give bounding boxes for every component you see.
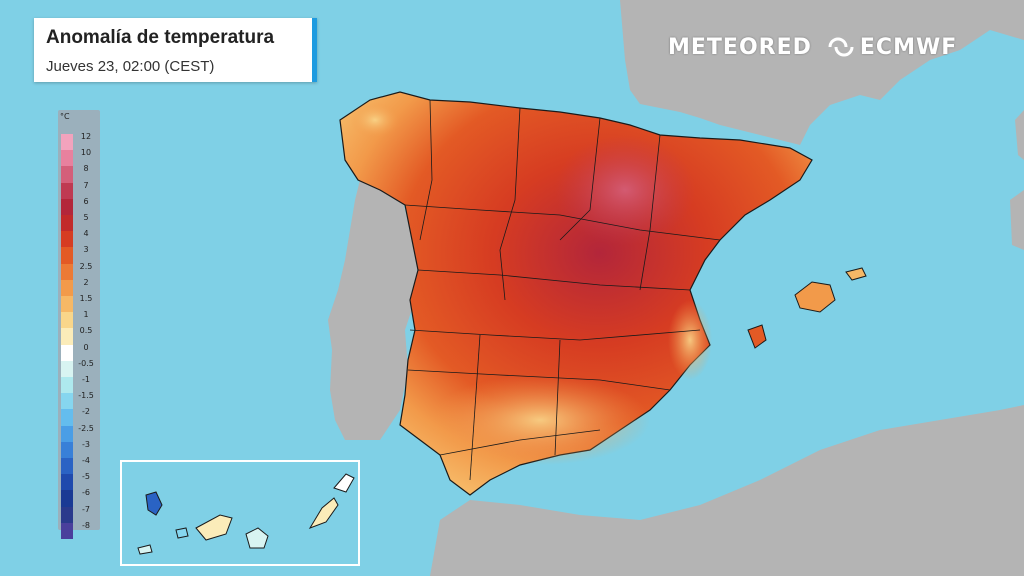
legend-label: -7 — [82, 504, 90, 514]
legend-swatch — [61, 425, 73, 442]
ecmwf-logo-text: ECMWF — [859, 34, 958, 60]
warm-east — [668, 300, 712, 380]
fuerteventura-island — [308, 497, 339, 529]
legend-label: -0.5 — [78, 358, 94, 368]
legend-label: 12 — [80, 132, 92, 141]
legend-swatch — [61, 344, 73, 361]
legend-label: 5 — [83, 213, 89, 222]
legend-label: 1.5 — [79, 294, 93, 303]
title-box: Anomalía de temperatura Jueves 23, 02:00… — [34, 18, 317, 82]
legend-label: -3 — [82, 439, 90, 449]
legend-swatch — [61, 247, 73, 264]
legend-label: -2.5 — [78, 423, 94, 433]
legend-swatch — [61, 506, 73, 523]
legend-swatch — [61, 490, 73, 507]
legend-swatch — [61, 377, 73, 394]
legend-label: 7 — [83, 180, 89, 190]
la-palma-island — [145, 491, 163, 516]
legend-label: 8 — [83, 164, 89, 174]
france-land — [620, 0, 1024, 145]
legend-swatch — [61, 393, 73, 410]
warm-galicia — [350, 102, 400, 138]
gran-canaria-island — [245, 527, 269, 549]
legend-label: -6 — [82, 488, 90, 498]
legend-swatch — [61, 296, 73, 313]
canary-inset-frame — [120, 460, 360, 566]
map-subtitle: Jueves 23, 02:00 (CEST) — [46, 58, 215, 75]
corsica-land — [1015, 110, 1024, 160]
sardinia-land — [1010, 190, 1024, 250]
warm-south — [430, 375, 650, 465]
map-title: Anomalía de temperatura — [46, 27, 275, 48]
legend-swatch — [61, 166, 73, 183]
legend-swatch — [61, 328, 73, 345]
legend-swatch — [61, 182, 73, 199]
mallorca-anomaly — [794, 281, 836, 313]
legend-swatch — [61, 263, 73, 280]
lanzarote-island — [333, 473, 355, 493]
legend-label: 2.5 — [79, 261, 93, 271]
legend-swatch — [61, 522, 73, 539]
la-gomera-island — [175, 527, 189, 539]
legend-swatch — [61, 474, 73, 491]
legend-swatch — [61, 198, 73, 215]
legend-label: -8 — [82, 520, 90, 530]
ibiza-anomaly — [747, 324, 767, 349]
legend-label: -1 — [82, 375, 90, 384]
tenerife-island — [195, 514, 233, 541]
legend-swatch — [61, 360, 73, 377]
legend-swatch — [61, 441, 73, 458]
menorca-anomaly — [845, 267, 867, 281]
legend-unit: °C — [60, 112, 70, 121]
legend-label: 0.5 — [79, 326, 93, 336]
legend-label: -1.5 — [78, 391, 94, 401]
legend-label: 10 — [80, 148, 92, 158]
legend-label: 0 — [83, 342, 89, 352]
legend-label: 1 — [83, 310, 89, 320]
province-borders — [404, 99, 721, 481]
legend-swatch — [61, 150, 73, 167]
logos: METEORED ECMWF — [668, 34, 957, 60]
legend-label: -5 — [82, 472, 90, 482]
legend-swatch — [61, 134, 73, 151]
color-legend: °C 12 10 8 7 6 5 4 3 2.5 2 1.5 1 0.5 0 -0.5 -1 -1.5 -2 -2.… — [58, 110, 100, 539]
legend-swatch — [61, 279, 73, 296]
legend-label: 3 — [83, 245, 89, 255]
hot-core-ebro — [555, 135, 695, 245]
ecmwf-swirl-icon — [828, 37, 854, 57]
portugal-land — [328, 180, 418, 440]
legend-label: 2 — [83, 277, 89, 287]
ecmwf-logo: ECMWF — [826, 35, 957, 60]
legend-swatch — [61, 458, 73, 475]
legend-label: 4 — [83, 229, 89, 239]
meteored-logo: METEORED — [668, 34, 812, 60]
canary-islands — [137, 473, 355, 555]
legend-swatch — [61, 409, 73, 426]
north-africa-land — [430, 405, 1024, 576]
legend-swatch — [61, 312, 73, 329]
legend-swatch — [61, 231, 73, 248]
legend-label: -4 — [82, 456, 90, 465]
legend-swatch — [61, 215, 73, 232]
legend-label: -2 — [82, 407, 90, 417]
el-hierro-island — [137, 544, 153, 555]
legend-label: 6 — [83, 196, 89, 206]
